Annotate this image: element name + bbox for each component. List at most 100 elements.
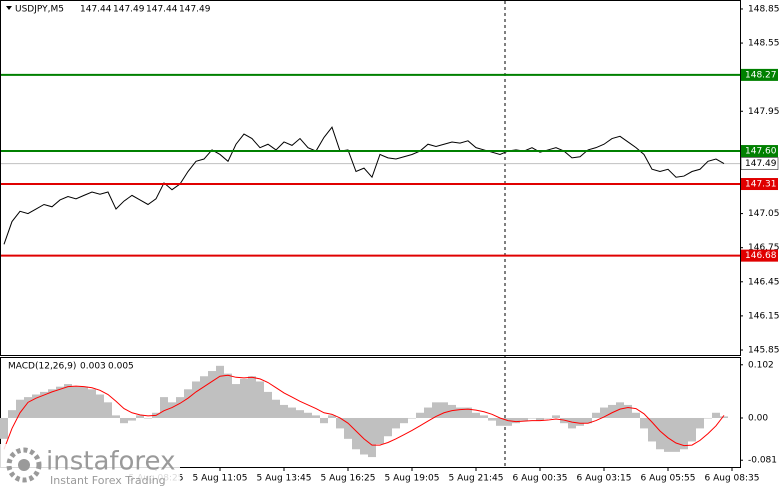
macd-bar [304,412,312,418]
y-tick-label: 146.45 [748,277,780,287]
macd-bar [88,389,96,418]
macd-bar [232,384,240,418]
macd-bar [400,417,408,424]
watermark-icon-core [18,459,30,471]
macd-bar [296,410,304,418]
watermark-brand: instaforex [46,447,175,477]
level-label: 147.60 [745,147,777,157]
macd-bar [600,407,608,418]
price-panel [0,0,741,356]
macd-bar [544,417,552,419]
level-label: 148.27 [745,70,777,80]
last-price-box [740,157,779,170]
level-label-box [741,68,778,81]
macd-bar [96,394,104,418]
macd-bar [384,417,392,437]
macd-bar [608,404,616,418]
level-label: 146.68 [745,251,777,261]
x-tick-label: 5 Aug 19:05 [385,474,440,484]
macd-bar [416,412,424,418]
macd-bar [240,378,248,418]
macd-bar [512,417,520,424]
ohlc-value: 147.49 [179,5,211,15]
signal-line [3,374,725,450]
watermark-bg [0,444,180,489]
y-tick-label: 145.85 [748,345,780,355]
macd-bar [248,376,256,418]
macd-bar [48,389,56,418]
y-tick-label: -0.081 [748,456,777,466]
macd-bar [720,416,728,418]
macd-bar [128,417,136,421]
ohlc-value: 147.49 [113,5,145,15]
x-tick-label: 5 Aug 11:05 [193,474,248,484]
x-tick-label: 5 Aug 13:45 [257,474,312,484]
last-price-label: 147.49 [745,159,777,169]
macd-bar [672,417,680,452]
macd-bar [688,417,696,442]
macd-bar [624,404,632,418]
macd-bar [520,417,528,421]
macd-bar [448,404,456,418]
macd-bar [80,386,88,418]
macd-bar [408,417,416,419]
macd-bar [312,415,320,418]
macd-bar [456,407,464,418]
macd-bar [16,399,24,418]
macd-bar [712,412,720,418]
macd-bar [376,417,384,445]
macd-bar [200,376,208,418]
y-tick-label: 146.15 [748,311,780,321]
price-line [3,126,725,245]
macd-bar [320,417,328,424]
ohlc-value: 147.44 [146,5,178,15]
macd-bar [424,407,432,418]
macd-bar [696,417,704,429]
macd-bar [72,386,80,418]
macd-bar [176,397,184,418]
macd-bar [504,417,512,426]
macd-bar [256,381,264,418]
macd-bar [104,402,112,418]
y-tick-label: 147.05 [748,209,780,219]
macd-bar [528,417,536,419]
watermark-tagline: Instant Forex Trading [50,474,166,487]
macd-bar [56,386,64,418]
x-tick-label: 6 Aug 03:15 [577,474,632,484]
x-tick-label: 5 Aug 16:25 [321,474,376,484]
macd-bar [432,402,440,418]
macd-bar [368,417,376,458]
macd-bar [208,371,216,418]
macd-bar [536,417,544,421]
y-tick-label: 146.75 [748,243,780,253]
x-tick-label: 6 Aug 05:55 [641,474,696,484]
macd-bar [576,417,584,426]
y-tick-label: 148.55 [748,39,780,49]
macd-bar [552,415,560,418]
macd-bar [560,417,568,424]
watermark-icon [6,447,42,483]
macd-bar [280,404,288,418]
macd-bar [160,397,168,418]
macd-bar [264,391,272,418]
macd-bar [616,402,624,418]
macd-bar [352,417,360,450]
macd-bar [224,373,232,418]
macd-bar [112,415,120,418]
macd-bar [592,412,600,418]
y-tick-label: 0.102 [748,360,774,370]
macd-signal-value: 0.005 [108,362,134,372]
ohlc-value: 147.44 [80,5,112,15]
macd-bar [8,410,16,418]
x-tick-label: 6 Aug 08:35 [705,474,760,484]
x-tick-label: 6 Aug 00:35 [513,474,568,484]
macd-bar [32,394,40,418]
macd-bar [272,399,280,418]
macd-bar [472,412,480,418]
macd-bar [328,415,336,418]
macd-bar [24,397,32,418]
y-tick-label: 148.85 [748,4,780,14]
macd-bar [168,402,176,418]
